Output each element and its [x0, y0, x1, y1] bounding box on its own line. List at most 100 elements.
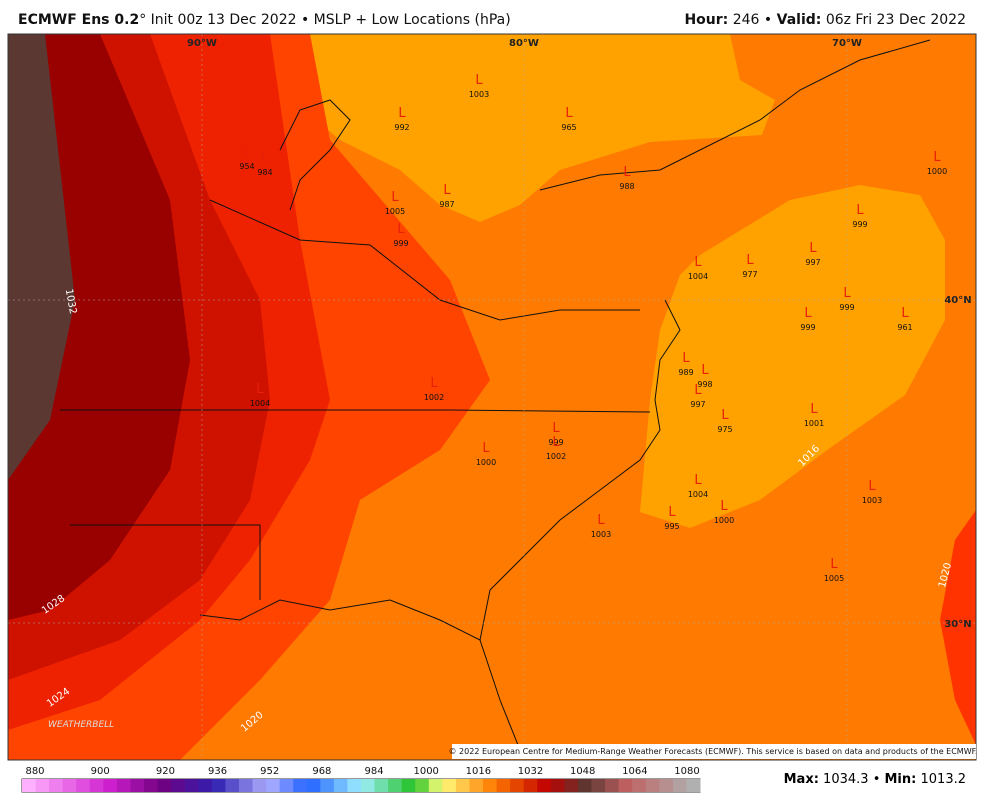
- low-symbol: L: [391, 190, 399, 205]
- hour: 246: [732, 12, 760, 28]
- latitude-label: 40°N: [944, 295, 971, 306]
- low-location: L 999: [839, 286, 854, 312]
- low-symbol: L: [261, 151, 269, 166]
- low-location: L 1002: [424, 376, 444, 402]
- low-pressure: 975: [717, 425, 732, 434]
- colorbar-swatch: [510, 779, 525, 792]
- low-pressure: 1000: [476, 458, 496, 467]
- colorbar-swatch: [577, 779, 593, 792]
- low-location: L 999: [548, 421, 563, 447]
- low-location: L 984: [257, 151, 272, 177]
- low-location: L 1005: [824, 557, 844, 583]
- separator: •: [763, 12, 773, 28]
- low-symbol: L: [668, 505, 676, 520]
- low-location: L 989: [678, 351, 693, 377]
- low-pressure: 999: [800, 323, 815, 332]
- low-pressure: 1002: [546, 452, 566, 461]
- low-location: L 1000: [714, 499, 734, 525]
- low-symbol: L: [933, 150, 941, 165]
- colorbar-swatch: [198, 779, 213, 792]
- border: [209, 199, 640, 321]
- low-symbol: L: [868, 479, 876, 494]
- low-location: L 988: [619, 165, 634, 191]
- low-location: L 1000: [927, 150, 947, 176]
- low-symbol: L: [552, 421, 560, 436]
- colorbar-tick-label: 1016: [466, 766, 491, 777]
- low-location: L 1003: [591, 513, 611, 539]
- colorbar-swatch: [306, 779, 321, 792]
- low-location: L 965: [561, 106, 576, 132]
- low-pressure: 999: [548, 438, 563, 447]
- colorbar-tick-label: 880: [25, 766, 44, 777]
- border: [70, 524, 261, 600]
- low-symbol: L: [721, 408, 729, 423]
- low-pressure: 999: [839, 303, 854, 312]
- colorbar-swatch: [645, 779, 660, 792]
- low-location: L 1004: [688, 255, 708, 281]
- low-symbol: L: [398, 106, 406, 121]
- longitude-label: 80°W: [509, 38, 539, 49]
- low-pressure: 1002: [424, 393, 444, 402]
- separator: •: [872, 772, 881, 787]
- min: 1013.2: [920, 772, 967, 787]
- low-location: L 997: [805, 241, 820, 267]
- colorbar-swatch: [171, 779, 186, 792]
- colorbar-swatch: [293, 779, 308, 792]
- colorbar-tick-label: 900: [91, 766, 110, 777]
- low-pressure: 999: [393, 239, 408, 248]
- colorbar-swatch: [415, 779, 430, 792]
- colorbar-swatch: [89, 779, 104, 792]
- max: 1034.3: [823, 772, 869, 787]
- low-location: L 977: [742, 253, 757, 279]
- low-pressure: 984: [257, 168, 272, 177]
- colorbar-swatch: [523, 779, 538, 792]
- low-pressure: 989: [678, 368, 693, 377]
- low-symbol: L: [843, 286, 851, 301]
- low-location: L 954: [239, 145, 254, 171]
- colorbar-swatch: [238, 779, 254, 792]
- colorbar-swatch: [483, 779, 498, 792]
- low-symbol: L: [682, 351, 690, 366]
- low-symbol: L: [720, 499, 728, 514]
- colorbar-swatch: [686, 779, 701, 792]
- low-symbol: L: [475, 73, 483, 88]
- low-location: L 1000: [476, 441, 496, 467]
- colorbar-swatch: [442, 779, 457, 792]
- colorbar-tick-label: 1032: [518, 766, 543, 777]
- low-symbol: L: [804, 306, 812, 321]
- low-pressure: 1004: [250, 399, 270, 408]
- low-symbol: L: [243, 145, 251, 160]
- colorbar-swatch: [672, 779, 687, 792]
- colorbar-swatch: [157, 779, 172, 792]
- colorbar-swatch: [184, 779, 199, 792]
- colorbar-swatch: [62, 779, 77, 792]
- low-location: L 1004: [250, 382, 270, 408]
- low-pressure: 1003: [591, 530, 611, 539]
- colorbar-swatch: [130, 779, 145, 792]
- colorbar-tick-label: 920: [156, 766, 175, 777]
- contour-fill: [940, 510, 976, 745]
- low-symbol: L: [809, 241, 817, 256]
- low-location: L 975: [717, 408, 732, 434]
- low-location: L 995: [664, 505, 679, 531]
- colorbar-swatch: [49, 779, 64, 792]
- colorbar-swatch: [632, 779, 647, 792]
- colorbar-tick-label: 984: [364, 766, 383, 777]
- low-pressure: 965: [561, 123, 576, 132]
- contour-fill: [8, 34, 75, 480]
- colorbar-swatch: [320, 779, 335, 792]
- low-pressure: 999: [852, 220, 867, 229]
- colorbar-swatch: [333, 779, 348, 792]
- border: [539, 39, 931, 191]
- low-symbol: L: [701, 363, 709, 378]
- copyright: © 2022 European Centre for Medium-Range …: [449, 747, 978, 756]
- lake-shore: [279, 99, 351, 211]
- contour-fill: [310, 34, 775, 222]
- copyright-box: [452, 744, 976, 759]
- colorbar-tick-label: 968: [312, 766, 331, 777]
- low-symbol: L: [443, 183, 451, 198]
- low-pressure: 995: [664, 522, 679, 531]
- low-location: L 1001: [804, 402, 824, 428]
- low-symbol: L: [901, 306, 909, 321]
